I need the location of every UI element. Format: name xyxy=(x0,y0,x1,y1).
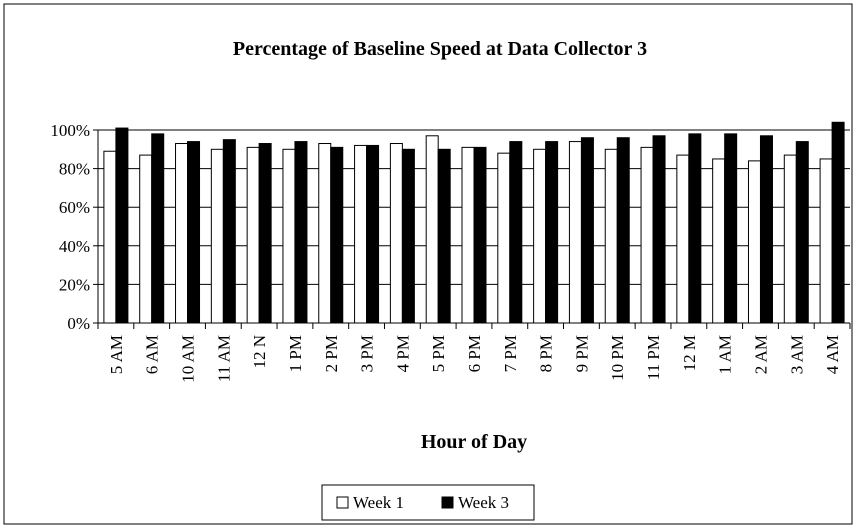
bar xyxy=(604,148,618,324)
bar xyxy=(759,135,773,324)
bar xyxy=(640,146,654,324)
bar xyxy=(461,146,475,324)
x-tick-label: 10 AM xyxy=(179,335,198,383)
y-tick-label: 60% xyxy=(59,198,90,217)
x-tick-label: 3 AM xyxy=(787,335,806,374)
x-tick-label: 4 PM xyxy=(393,335,412,372)
bar xyxy=(497,152,511,324)
y-tick-label: 40% xyxy=(59,237,90,256)
bar xyxy=(222,139,236,324)
bar xyxy=(246,146,260,324)
bar xyxy=(724,133,738,324)
bar xyxy=(831,121,845,324)
bar xyxy=(688,133,702,324)
bar xyxy=(580,137,594,324)
bar xyxy=(747,160,761,324)
bar xyxy=(175,143,189,324)
bar xyxy=(115,127,129,324)
x-tick-label: 10 PM xyxy=(608,335,627,381)
legend-swatch xyxy=(336,496,349,509)
x-tick-label: 8 PM xyxy=(537,335,556,372)
bar xyxy=(616,137,630,324)
bar xyxy=(533,148,547,324)
x-tick-label: 4 AM xyxy=(823,335,842,374)
bar xyxy=(139,154,153,324)
bar xyxy=(676,154,690,324)
x-axis-title: Hour of Day xyxy=(421,431,527,453)
bar xyxy=(437,148,451,324)
x-tick-label: 11 PM xyxy=(644,335,663,380)
bar xyxy=(545,141,559,324)
y-tick-label: 100% xyxy=(50,121,90,140)
bar xyxy=(294,141,308,324)
x-tick-label: 12 N xyxy=(250,335,269,369)
bar xyxy=(389,143,403,324)
bar xyxy=(187,141,201,324)
y-tick-label: 0% xyxy=(67,314,90,333)
chart-title: Percentage of Baseline Speed at Data Col… xyxy=(233,38,647,60)
x-tick-label: 6 PM xyxy=(465,335,484,372)
bar xyxy=(652,135,666,324)
bar xyxy=(819,158,833,324)
x-tick-label: 12 M xyxy=(680,335,699,371)
legend-label: Week 1 xyxy=(353,493,404,512)
bar xyxy=(509,141,523,324)
bar xyxy=(354,144,368,324)
bar xyxy=(473,146,487,324)
x-tick-label: 7 PM xyxy=(501,335,520,372)
legend-swatch xyxy=(441,496,454,509)
x-tick-label: 2 PM xyxy=(322,335,341,372)
x-tick-label: 9 PM xyxy=(572,335,591,372)
bar xyxy=(151,133,165,324)
bar xyxy=(783,154,797,324)
x-tick-label: 5 AM xyxy=(107,335,126,374)
legend-label: Week 3 xyxy=(458,493,509,512)
bar xyxy=(712,158,726,324)
bar xyxy=(103,150,117,324)
bar xyxy=(282,148,296,324)
x-tick-label: 11 AM xyxy=(214,335,233,382)
bar xyxy=(366,144,380,324)
bar xyxy=(425,135,439,324)
bar xyxy=(210,148,224,324)
bar xyxy=(795,141,809,324)
x-tick-label: 2 AM xyxy=(751,335,770,374)
x-tick-label: 5 PM xyxy=(429,335,448,372)
y-tick-label: 20% xyxy=(59,275,90,294)
x-tick-label: 1 PM xyxy=(286,335,305,372)
bar xyxy=(330,146,344,324)
bar xyxy=(568,141,582,324)
x-tick-label: 6 AM xyxy=(143,335,162,374)
y-tick-label: 80% xyxy=(59,160,90,179)
bar xyxy=(318,143,332,324)
x-tick-label: 1 AM xyxy=(716,335,735,374)
bar xyxy=(258,143,272,324)
bar xyxy=(401,148,415,324)
x-tick-label: 3 PM xyxy=(358,335,377,372)
legend-box xyxy=(321,484,535,521)
